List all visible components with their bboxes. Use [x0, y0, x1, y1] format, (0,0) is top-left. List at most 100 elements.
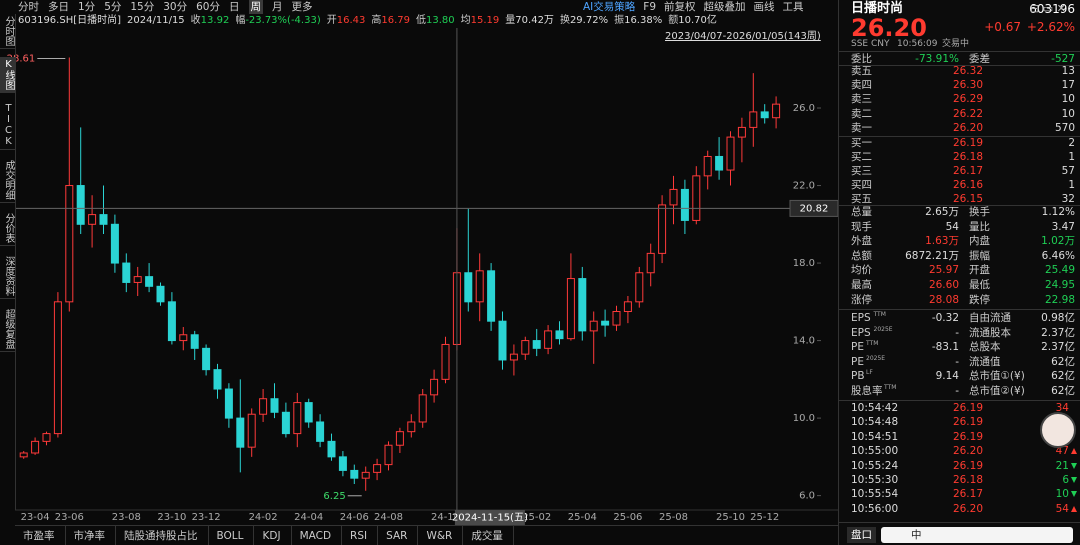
tool-button[interactable]: 超级叠加 [703, 1, 746, 13]
trade-arrow [1071, 477, 1077, 483]
side-tab[interactable]: TICK [0, 101, 15, 150]
period-tab[interactable]: 15分 [130, 1, 155, 13]
trade-time: 10:55:30 [851, 474, 899, 486]
info-item: 低13.80 [416, 14, 455, 28]
candle-body [145, 276, 154, 287]
trade-time: 10:54:51 [851, 430, 899, 443]
stat-value: 26.60 [928, 279, 959, 291]
x-tick-label: 24-04 [294, 512, 323, 523]
period-tab[interactable]: 30分 [163, 1, 188, 13]
tool-button[interactable]: F9 [643, 1, 657, 13]
window-controls[interactable]: ⊟ ▭ ✕ [1030, 2, 1066, 15]
candle-body [31, 440, 40, 454]
separator [839, 135, 1080, 137]
book-volume: 570 [1054, 121, 1075, 134]
x-tick-label: 25-04 [568, 512, 597, 523]
price-change-pct: +2.62% [1026, 20, 1075, 34]
candle-body [88, 214, 97, 225]
x-tick-label: 24-08 [374, 512, 403, 523]
candle-body [42, 433, 51, 442]
period-tab[interactable]: 更多 [291, 1, 313, 13]
stat-value: 3.47 [1051, 220, 1075, 233]
tool-button[interactable]: AI交易策略 [583, 1, 636, 13]
tool-button[interactable]: 画线 [753, 1, 775, 13]
period-tab[interactable]: 月 [272, 1, 283, 13]
period-tab[interactable]: 5分 [104, 1, 122, 13]
stat-label: 股息率 [851, 385, 883, 397]
info-item: 额10.70亿 [668, 14, 717, 28]
book-volume: 1 [1068, 179, 1075, 192]
stat-label: 振幅 [969, 249, 990, 262]
side-tab[interactable]: 分价表 [0, 211, 15, 246]
period-tab[interactable]: 分时 [18, 1, 39, 13]
stat-label: 跌停 [969, 293, 990, 306]
period-tab[interactable]: 多日 [48, 1, 69, 13]
trade-time: 10:54:42 [851, 402, 899, 414]
period-tab[interactable]: 1分 [78, 1, 96, 13]
indicator-tab[interactable]: 陆股通持股占比 [116, 526, 209, 545]
x-tick-label: 23-10 [157, 512, 186, 523]
candle-body [316, 421, 325, 442]
candle-body [509, 353, 518, 361]
stat-label: PB [851, 370, 865, 383]
candle-body [737, 126, 746, 138]
stat-label: 换手 [969, 206, 990, 218]
candle-body [190, 334, 199, 349]
candle-body [384, 444, 393, 466]
stat-label: PE [851, 355, 864, 368]
side-tab[interactable]: 超级复盘 [0, 307, 15, 352]
indicator-tab[interactable]: RSI [342, 526, 379, 545]
indicator-tab[interactable]: MACD [292, 526, 343, 545]
trade-time: 10:56:00 [851, 502, 899, 515]
stat-value: 6872.21万 [905, 249, 959, 262]
candle-body [726, 136, 735, 171]
info-value: 16.38% [624, 15, 663, 26]
indicator-tab[interactable]: W&R [418, 526, 464, 545]
stat-label: 外盘 [851, 235, 872, 248]
candle-body [635, 272, 644, 303]
stat-value: 25.97 [928, 264, 959, 277]
indicator-tab[interactable]: 市盈率 [15, 526, 66, 545]
side-tab[interactable]: 分时图 [0, 14, 15, 49]
info-label: 振 [614, 15, 625, 26]
stat-label: 均价 [851, 264, 872, 277]
info-value: 13.92 [200, 15, 230, 26]
info-label: 收 [190, 15, 201, 26]
candle-body [350, 469, 359, 479]
candle-body [532, 340, 541, 349]
side-tab[interactable]: K线图 [0, 57, 15, 93]
candle-body [338, 456, 347, 471]
tool-button[interactable]: 前复权 [664, 1, 696, 13]
tool-button[interactable]: 工具 [782, 1, 804, 13]
x-tick-label: 25-06 [613, 512, 642, 523]
tools: AI交易策略 F9 前复权 超级叠加 画线 工具 [583, 0, 804, 14]
trade-price: 26.19 [952, 402, 983, 414]
indicator-tab[interactable]: KDJ [254, 526, 292, 545]
trade-volume: 6 [1062, 474, 1069, 486]
date-range[interactable]: 2023/04/07-2026/01/05(143周) [665, 31, 821, 42]
x-tick-label: 23-06 [55, 512, 84, 523]
indicator-tab[interactable]: 成交量 [463, 526, 514, 545]
candle-body [236, 417, 245, 448]
period-tab[interactable]: 60分 [196, 1, 220, 13]
period-tab[interactable]: 日 [229, 1, 240, 13]
stat-label: 委比 [851, 53, 872, 65]
candle-body [475, 270, 484, 303]
indicator-tab[interactable]: SAR [378, 526, 419, 545]
trade-volume: 47 [1055, 445, 1069, 458]
x-tick-label: 24-06 [340, 512, 369, 523]
indicator-tab[interactable]: BOLL [209, 526, 255, 545]
side-tab[interactable]: 深度资料 [0, 254, 15, 299]
book-label: 卖三 [851, 93, 872, 106]
indicator-tab[interactable]: 市净率 [66, 526, 116, 545]
book-volume: 13 [1061, 65, 1075, 77]
trade-time: 10:55:00 [851, 445, 899, 458]
side-tab[interactable]: 成交明细 [0, 158, 15, 203]
book-price: 26.19 [952, 136, 983, 149]
bar-date: 2024/11/15 [127, 15, 185, 26]
assistant-avatar[interactable] [1040, 412, 1076, 448]
book-label: 买二 [851, 150, 872, 163]
period-tab[interactable]: 周 [248, 0, 263, 14]
candle-body [213, 369, 222, 390]
